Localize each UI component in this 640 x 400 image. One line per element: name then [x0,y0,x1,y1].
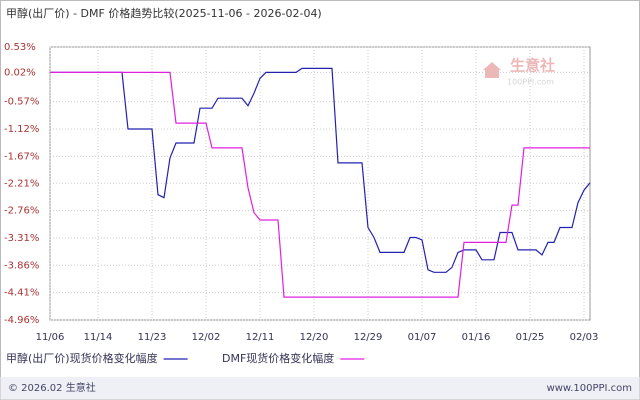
y-tick-label: -2.21% [4,178,39,189]
watermark-text: 生意社 [510,57,555,75]
y-tick-label: -1.12% [4,124,39,135]
watermark-url: 100PPI.com [507,78,554,87]
footer-right: www.100PPI.com [547,383,632,394]
y-tick-label: -3.86% [4,260,39,271]
watermark: 生意社 100PPI.com [483,57,555,87]
y-tick-label: -3.31% [4,233,39,244]
y-tick-label: -2.76% [4,206,39,217]
y-tick-label: -4.41% [4,288,39,299]
x-tick-label: 01/25 [516,332,545,343]
series-line [50,71,590,298]
y-tick-label: 0.53% [4,42,36,53]
x-tick-label: 12/02 [192,332,221,343]
x-tick-label: 01/07 [408,332,437,343]
series-line [50,67,591,273]
footer-bar [0,377,640,400]
chart-title: 甲醇(出厂价) - DMF 价格趋势比较(2025-11-06 - 2026-0… [6,6,322,20]
y-tick-label: 0.02% [4,67,36,78]
y-tick-label: -0.57% [4,97,39,108]
x-tick-label: 11/23 [138,332,167,343]
x-tick-label: 12/11 [246,332,275,343]
x-tick-label: 11/14 [84,332,113,343]
legend-label: 甲醇(出厂价)现货价格变化幅度 [6,351,158,365]
x-tick-label: 12/20 [300,332,329,343]
y-tick-label: -4.96% [4,315,39,326]
x-tick-label: 11/06 [36,332,65,343]
watermark-logo [483,62,501,78]
y-tick-label: -1.67% [4,151,39,162]
legend-label: DMF现货价格变化幅度 [222,351,334,365]
x-tick-label: 01/16 [462,332,491,343]
x-tick-label: 12/29 [354,332,383,343]
footer-left: © 2026.02 生意社 [8,381,96,394]
x-tick-label: 02/03 [570,332,599,343]
